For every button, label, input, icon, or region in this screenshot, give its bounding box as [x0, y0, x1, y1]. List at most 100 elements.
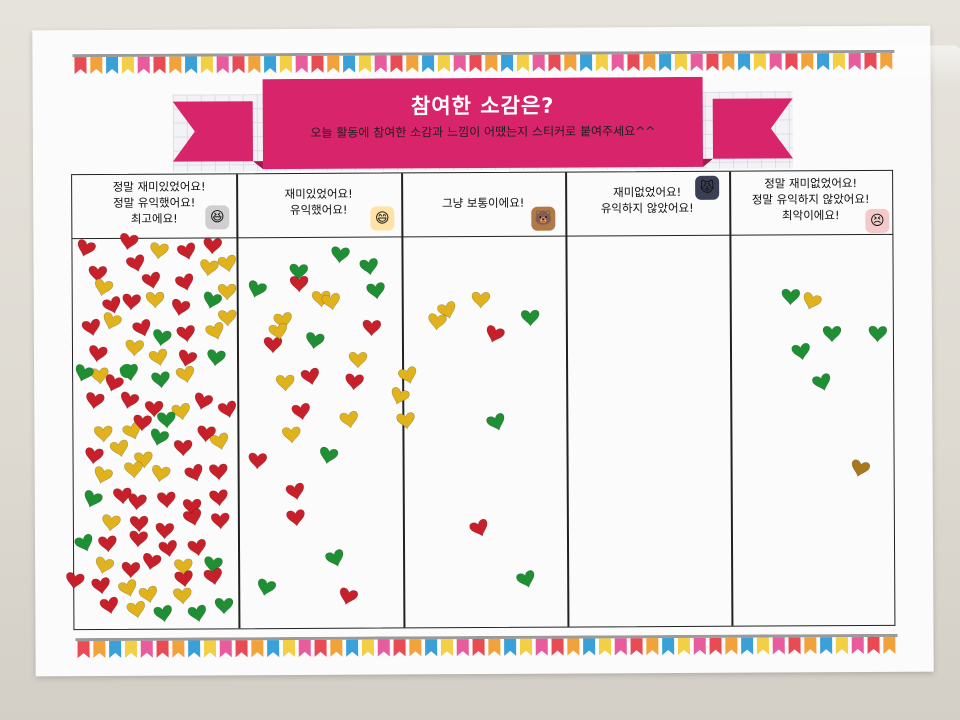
bunting-flag [74, 57, 87, 75]
bunting-flag [453, 55, 466, 73]
poster-subtitle: 오늘 활동에 참여한 소감과 느낌이 어땠는지 스티커로 붙여주세요^^ [310, 124, 656, 140]
bunting-flag [709, 637, 722, 655]
bunting-flag [374, 55, 387, 73]
bunting-flag [646, 638, 659, 656]
bunting-flag [516, 54, 529, 72]
rating-line: 정말 재미있었어요! [112, 179, 206, 194]
bunting-flag [106, 56, 119, 74]
bunting-flag [883, 636, 896, 654]
rating-line: 정말 재미없었어요! [764, 176, 858, 191]
bunting-flag [153, 56, 166, 74]
bunting-flag [835, 637, 848, 655]
column-divider [565, 172, 569, 627]
bunting-flag [406, 55, 419, 73]
bunting-flag [741, 637, 754, 655]
bunting-flag [216, 56, 229, 74]
bunting-flag [693, 637, 706, 655]
rating-label-neutral: 그냥 보통이에요! 🐻 [401, 173, 565, 238]
bunting-flag [267, 640, 280, 658]
bunting-flag [93, 640, 106, 659]
bunting-flag [614, 638, 627, 656]
bunting-flag [627, 54, 640, 72]
bunting-flag [282, 639, 295, 658]
bunting-flag [548, 54, 561, 72]
bunting-flag [330, 639, 343, 657]
bunting-flag [219, 640, 232, 658]
bunting-flag [706, 53, 719, 71]
bunting-flag [200, 56, 213, 74]
rating-line: 유익하지 않았어요! [600, 200, 694, 216]
bunting-flag [753, 53, 766, 71]
bunting-flag [677, 637, 690, 655]
bunting-flag [358, 55, 371, 73]
bunting-flag [504, 638, 517, 656]
bunting-flag [377, 639, 390, 657]
bunting-flag [580, 54, 593, 72]
bunting-flag [848, 53, 861, 71]
bunting-flag [346, 639, 359, 657]
bunting-flag [820, 637, 833, 655]
bunting-flag [235, 640, 248, 658]
bunting-flag [738, 53, 751, 71]
bunting-flag [90, 56, 103, 75]
bunting-flag [314, 639, 327, 657]
bunting-flag [485, 54, 498, 72]
bunting-flag [519, 638, 532, 656]
neutral-bear-icon: 🐻 [531, 206, 556, 231]
bunting-flag [598, 638, 611, 656]
bunting-flag [785, 53, 798, 71]
bunting-flag [583, 638, 596, 656]
bunting-flag [788, 637, 801, 655]
rating-label-good: 재미있었어요! 유익했어요! 😄 [236, 173, 401, 238]
bunting-flag [188, 640, 201, 658]
bunting-flag [643, 54, 656, 72]
bunting-flag [756, 637, 769, 655]
bunting-flag [279, 55, 292, 74]
bunting-flag [501, 54, 514, 72]
bunting-flag [121, 56, 134, 74]
bunting-flag [662, 638, 675, 656]
bunting-flag [140, 640, 153, 658]
rating-line: 정말 유익하지 않았어요! [751, 191, 870, 207]
bunting-flag [409, 639, 422, 657]
bunting-flag [532, 54, 545, 72]
bunting-flag [832, 53, 845, 71]
bunting-flag [124, 640, 138, 658]
bunting-flag [295, 55, 308, 73]
bunting-flag [169, 56, 182, 74]
rating-label-best: 정말 재미있었어요! 정말 유익했어요! 최고에요! 😆 [72, 174, 236, 239]
bunting-flag [311, 55, 324, 73]
bunting-flag [264, 56, 277, 74]
bunting-flag [867, 636, 880, 654]
bunting-flag [690, 53, 703, 71]
bunting-flag [722, 53, 735, 71]
bunting-flag [456, 639, 469, 657]
bunting-flag [137, 56, 150, 74]
bunting-flag [469, 55, 482, 73]
bunting-flag [567, 638, 580, 656]
sad-face-icon: 😣 [865, 208, 890, 233]
poster-sheet: 참여한 소감은? 오늘 활동에 참여한 소감과 느낌이 어땠는지 스티커로 붙여… [32, 25, 960, 677]
bunting-flag [425, 639, 438, 657]
bunting-flag [630, 638, 643, 656]
title-ribbon [172, 76, 793, 170]
happy-face-icon: 😄 [370, 206, 395, 231]
bunting-flag [488, 638, 501, 656]
bunting-flag [251, 640, 264, 658]
bunting-flag [472, 638, 485, 657]
bunting-flag [172, 640, 185, 658]
column-divider [236, 174, 240, 629]
bunting-flag [422, 55, 435, 73]
bunting-flag [185, 56, 198, 74]
bunting-flag [393, 639, 406, 657]
column-divider [729, 171, 733, 626]
bunting-flag [535, 638, 548, 656]
bunting-flag [440, 639, 453, 657]
bunting-flag [817, 53, 830, 71]
rating-line: 재미있었어요! [284, 186, 353, 202]
bunting-flag [203, 640, 217, 658]
bunting-flag [725, 637, 738, 655]
excited-face-icon: 😆 [205, 205, 230, 230]
grumpy-cat-icon: 😾 [695, 175, 720, 200]
bunting-flag [611, 54, 624, 72]
